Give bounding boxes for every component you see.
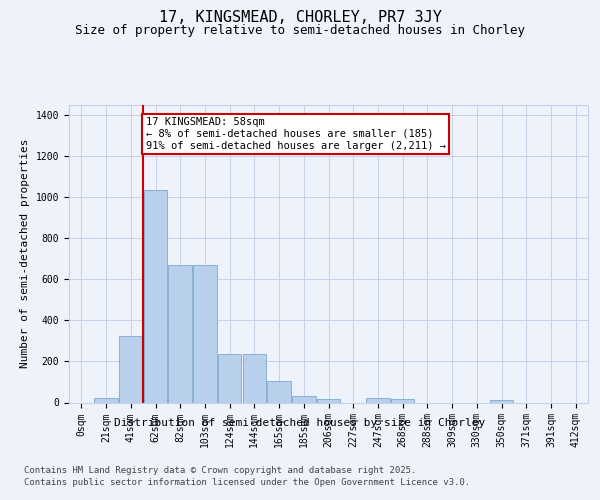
Bar <box>119 336 143 402</box>
Bar <box>268 381 291 402</box>
Bar <box>94 398 118 402</box>
Text: Distribution of semi-detached houses by size in Chorley: Distribution of semi-detached houses by … <box>115 418 485 428</box>
Text: Contains HM Land Registry data © Crown copyright and database right 2025.: Contains HM Land Registry data © Crown c… <box>24 466 416 475</box>
Text: 17 KINGSMEAD: 58sqm
← 8% of semi-detached houses are smaller (185)
91% of semi-d: 17 KINGSMEAD: 58sqm ← 8% of semi-detache… <box>146 118 446 150</box>
Bar <box>292 396 316 402</box>
Bar <box>490 400 513 402</box>
Bar <box>144 190 167 402</box>
Bar <box>193 265 217 402</box>
Text: 17, KINGSMEAD, CHORLEY, PR7 3JY: 17, KINGSMEAD, CHORLEY, PR7 3JY <box>158 10 442 25</box>
Text: Size of property relative to semi-detached houses in Chorley: Size of property relative to semi-detach… <box>75 24 525 37</box>
Bar <box>391 400 415 402</box>
Bar <box>366 398 389 402</box>
Bar <box>242 354 266 403</box>
Bar <box>218 354 241 403</box>
Text: Contains public sector information licensed under the Open Government Licence v3: Contains public sector information licen… <box>24 478 470 487</box>
Bar <box>317 400 340 402</box>
Y-axis label: Number of semi-detached properties: Number of semi-detached properties <box>20 139 30 368</box>
Bar <box>169 265 192 402</box>
